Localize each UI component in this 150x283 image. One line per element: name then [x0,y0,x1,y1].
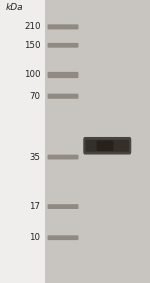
FancyBboxPatch shape [48,43,78,48]
Text: kDa: kDa [6,3,24,12]
Text: 35: 35 [30,153,40,162]
FancyBboxPatch shape [48,94,78,99]
FancyBboxPatch shape [48,24,78,29]
Text: 17: 17 [30,202,40,211]
Text: 70: 70 [30,92,40,101]
FancyBboxPatch shape [85,140,129,152]
FancyBboxPatch shape [48,204,78,209]
FancyBboxPatch shape [83,137,131,155]
FancyBboxPatch shape [45,0,150,283]
Text: 150: 150 [24,41,40,50]
FancyBboxPatch shape [48,72,78,78]
FancyBboxPatch shape [48,235,78,240]
Text: 10: 10 [30,233,40,242]
Text: 210: 210 [24,22,40,31]
Text: 100: 100 [24,70,40,80]
FancyBboxPatch shape [48,155,78,160]
FancyBboxPatch shape [97,141,113,151]
